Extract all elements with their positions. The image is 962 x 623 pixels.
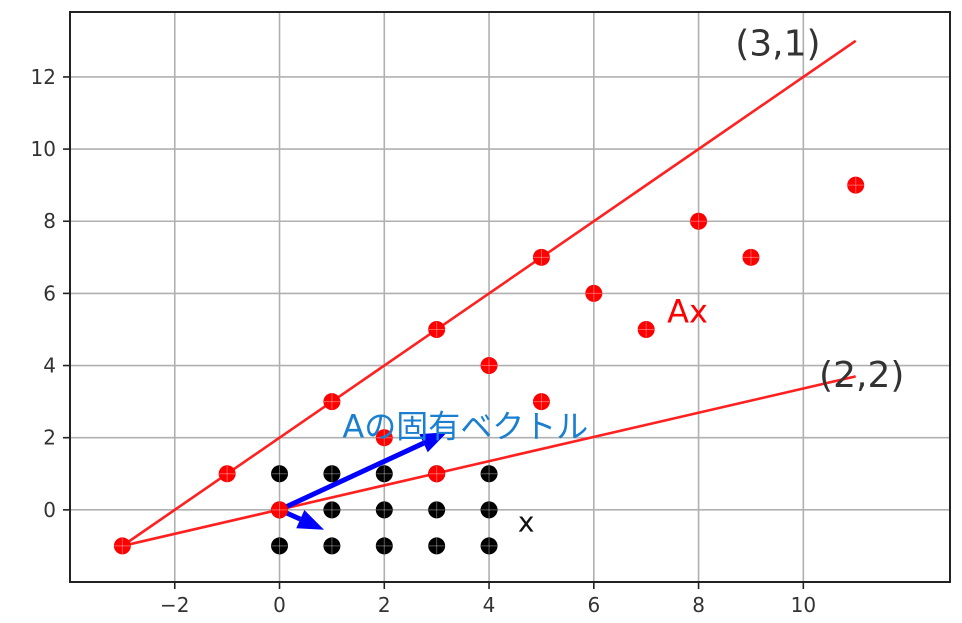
ax-point	[428, 465, 446, 483]
x-point	[428, 537, 446, 555]
eigenvector-arrow-head	[419, 432, 448, 453]
x-point	[271, 537, 289, 555]
x-tick-label: 4	[483, 593, 496, 617]
y-tick-label: 0	[43, 498, 56, 522]
ax-point	[480, 357, 498, 375]
x-point	[375, 537, 393, 555]
plot-frame	[69, 11, 951, 583]
x-tick-label: 2	[378, 593, 391, 617]
y-tick-label: 8	[43, 209, 56, 233]
annotation-label: (2,2)	[819, 355, 904, 396]
ax-point	[742, 248, 760, 266]
x-point	[323, 537, 341, 555]
ax-point	[218, 465, 236, 483]
ax-point	[690, 212, 708, 230]
x-point	[323, 465, 341, 483]
x-point	[480, 537, 498, 555]
x-tick-label: −2	[160, 593, 189, 617]
annotation-label: Aの固有ベクトル	[342, 408, 588, 446]
annotation-label: (3,1)	[735, 23, 820, 64]
annotation-label: x	[518, 505, 535, 538]
x-point	[323, 501, 341, 519]
ax-point	[113, 537, 131, 555]
ax-point	[375, 429, 393, 447]
x-tick-label: 10	[791, 593, 816, 617]
ax-point	[532, 393, 550, 411]
x-point	[428, 501, 446, 519]
x-point	[375, 465, 393, 483]
y-tick-label: 6	[43, 281, 56, 305]
ax-point	[271, 501, 289, 519]
data-points	[113, 176, 865, 555]
x-tick-label: 6	[587, 593, 600, 617]
y-tick-label: 4	[43, 354, 56, 378]
ax-point	[428, 320, 446, 338]
ax-point	[637, 320, 655, 338]
eigenvector-arrow-head	[296, 509, 325, 530]
x-point	[271, 465, 289, 483]
x-tick-label: 8	[692, 593, 705, 617]
eigenvector-arrow-shaft	[278, 440, 425, 513]
eigen-line	[122, 375, 857, 548]
annotations: (3,1) (2,2) Ax Aの固有ベクトル x	[342, 23, 904, 538]
ax-point	[532, 248, 550, 266]
axes: −2 0 2 4 6 8 10 0 2 4 6 8 10 12	[31, 11, 951, 617]
y-tick-label: 2	[43, 426, 56, 450]
eigen-line	[121, 39, 857, 547]
x-tick-label: 0	[273, 593, 286, 617]
x-point	[375, 501, 393, 519]
y-tick-label: 12	[31, 65, 56, 89]
x-point	[480, 501, 498, 519]
x-point	[480, 465, 498, 483]
ax-point	[323, 393, 341, 411]
ax-point	[847, 176, 865, 194]
eigenvector-arrows	[278, 432, 448, 530]
ax-point	[585, 284, 603, 302]
grid	[70, 12, 950, 582]
annotation-label: Ax	[667, 292, 708, 330]
eigen-lines	[121, 39, 857, 548]
y-tick-label: 10	[31, 137, 56, 161]
